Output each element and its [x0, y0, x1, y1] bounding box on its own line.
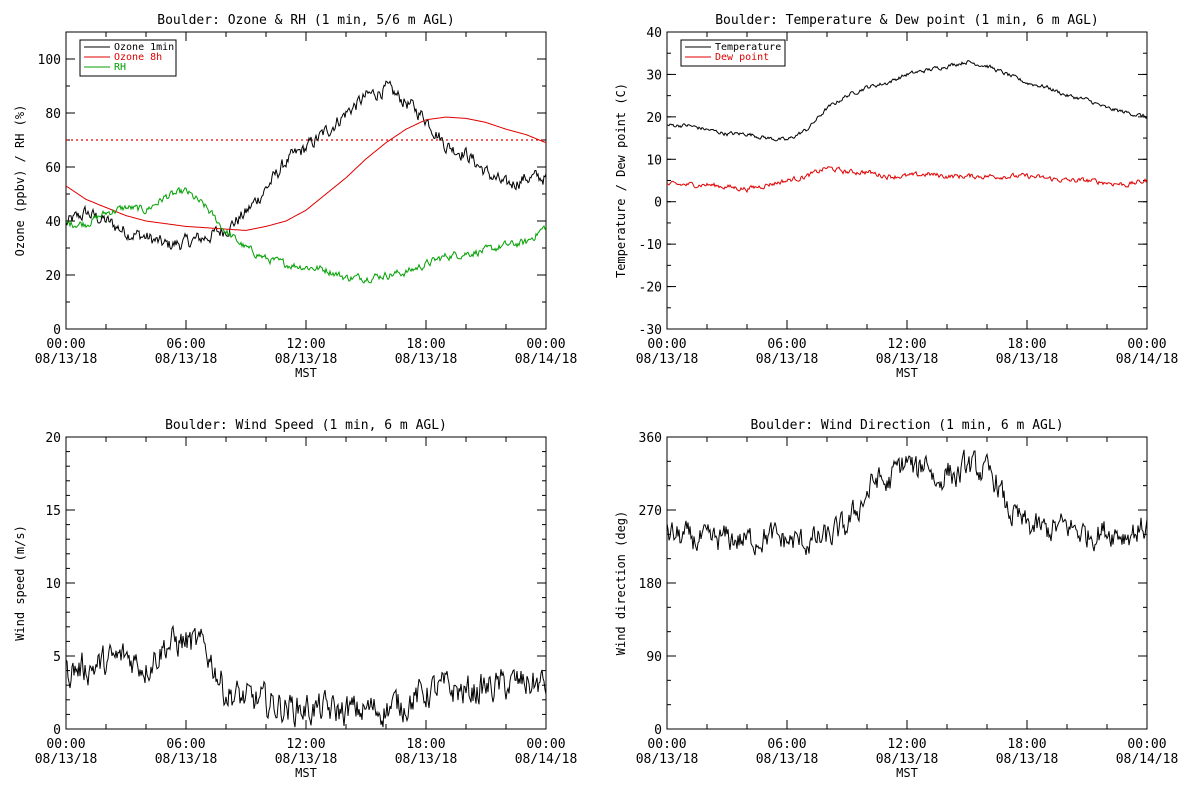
x-tick-label-time: 18:00 [406, 337, 445, 352]
chart-title: Boulder: Temperature & Dew point (1 min,… [715, 13, 1099, 28]
legend-box [79, 39, 177, 77]
plot-frame [65, 31, 547, 330]
y-tick-label: -20 [639, 281, 662, 296]
legend-entry: Ozone 1min [114, 42, 174, 53]
x-tick-label-date: 08/13/18 [275, 352, 338, 367]
chart-panel-2: Boulder: Temperature & Dew point (1 min,… [614, 13, 1178, 380]
series-line-dew-point [667, 166, 1147, 194]
x-tick-label-date: 08/13/18 [636, 752, 699, 767]
y-axis-label: Wind direction (deg) [614, 511, 628, 656]
y-tick-label: 20 [45, 269, 61, 284]
x-tick-label-date: 08/13/18 [395, 752, 458, 767]
y-tick-label: 10 [45, 577, 61, 592]
x-tick-label-time: 06:00 [166, 337, 205, 352]
y-tick-label: 100 [38, 53, 61, 68]
series-line [66, 624, 546, 728]
x-tick-label-date: 08/14/18 [515, 752, 578, 767]
y-tick-label: 0 [654, 723, 662, 738]
x-tick-label-time: 00:00 [526, 737, 565, 752]
chart-panel-3: Boulder: Wind Speed (1 min, 6 m AGL) 00:0… [13, 418, 577, 780]
series-line [667, 449, 1147, 556]
legend-entry: RH [114, 62, 126, 73]
x-tick-label-date: 08/13/18 [756, 352, 819, 367]
x-axis-label: MST [896, 766, 918, 780]
y-tick-label: 10 [646, 153, 662, 168]
x-axis-label: MST [295, 366, 317, 380]
y-tick-label: -30 [639, 323, 662, 338]
x-tick-label-date: 08/13/18 [155, 352, 218, 367]
x-tick-label-time: 18:00 [406, 737, 445, 752]
y-tick-label: 90 [646, 650, 662, 665]
chart-title: Boulder: Wind Direction (1 min, 6 m AGL) [750, 418, 1063, 433]
x-tick-label-time: 00:00 [526, 337, 565, 352]
plot-frame [666, 436, 1148, 730]
legend-box [680, 39, 786, 67]
series-line-rh [66, 186, 546, 284]
y-axis-label: Wind speed (m/s) [13, 525, 27, 641]
x-tick-label-date: 08/13/18 [395, 352, 458, 367]
y-axis-label: Temperature / Dew point (C) [614, 83, 628, 278]
x-tick-label-date: 08/14/18 [1116, 352, 1179, 367]
chart-panel-1: Boulder: Ozone & RH (1 min, 5/6 m AGL)00… [13, 13, 577, 380]
x-axis-label: MST [295, 766, 317, 780]
y-tick-label: 20 [646, 111, 662, 126]
x-tick-label-time: 00:00 [46, 737, 85, 752]
y-tick-label: -10 [639, 238, 662, 253]
x-tick-label-date: 08/13/18 [996, 752, 1059, 767]
x-tick-label-time: 12:00 [887, 737, 926, 752]
legend-entry: Ozone 8h [114, 52, 162, 63]
x-tick-label-date: 08/13/18 [996, 352, 1059, 367]
y-tick-label: 15 [45, 504, 61, 519]
plot-frame [666, 31, 1148, 330]
x-tick-label-date: 08/13/18 [876, 352, 939, 367]
x-axis-label: MST [896, 366, 918, 380]
y-tick-label: 360 [639, 431, 662, 446]
x-tick-label-time: 00:00 [1127, 337, 1166, 352]
x-tick-label-time: 12:00 [286, 337, 325, 352]
x-tick-label-time: 00:00 [647, 337, 686, 352]
y-axis-label: Ozone (ppbv) / RH (%) [13, 105, 27, 257]
y-tick-label: 60 [45, 161, 61, 176]
x-tick-label-time: 12:00 [286, 737, 325, 752]
y-tick-label: 80 [45, 107, 61, 122]
y-tick-label: 5 [53, 650, 61, 665]
x-tick-label-time: 06:00 [166, 737, 205, 752]
series-line-ozone-8h [66, 116, 546, 231]
x-tick-label-time: 00:00 [647, 737, 686, 752]
x-tick-label-date: 08/14/18 [1116, 752, 1179, 767]
chart-panel-4: Boulder: Wind Direction (1 min, 6 m AGL)… [614, 418, 1178, 780]
x-tick-label-time: 06:00 [767, 737, 806, 752]
legend-entry: Dew point [715, 52, 769, 63]
x-tick-label-date: 08/13/18 [155, 752, 218, 767]
x-tick-label-date: 08/13/18 [35, 752, 98, 767]
x-tick-label-date: 08/13/18 [876, 752, 939, 767]
y-tick-label: 270 [639, 504, 662, 519]
x-tick-label-time: 06:00 [767, 337, 806, 352]
x-tick-label-date: 08/14/18 [515, 352, 578, 367]
x-tick-label-time: 18:00 [1007, 737, 1046, 752]
x-tick-label-date: 08/13/18 [275, 752, 338, 767]
y-tick-label: 20 [45, 431, 61, 446]
x-tick-label-date: 08/13/18 [636, 352, 699, 367]
y-tick-label: 180 [639, 577, 662, 592]
x-tick-label-date: 08/13/18 [756, 752, 819, 767]
y-tick-label: 0 [53, 323, 61, 338]
x-tick-label-time: 12:00 [887, 337, 926, 352]
series-line-temperature [667, 60, 1147, 142]
x-tick-label-time: 00:00 [1127, 737, 1166, 752]
legend-entry: Temperature [715, 42, 781, 53]
chart-title: Boulder: Wind Speed (1 min, 6 m AGL) [165, 418, 447, 433]
series-line-ozone-1min [66, 80, 546, 251]
x-tick-label-date: 08/13/18 [35, 352, 98, 367]
x-tick-label-time: 18:00 [1007, 337, 1046, 352]
x-tick-label-time: 00:00 [46, 337, 85, 352]
y-tick-label: 30 [646, 68, 662, 83]
y-tick-label: 40 [646, 26, 662, 41]
y-tick-label: 40 [45, 215, 61, 230]
chart-title: Boulder: Ozone & RH (1 min, 5/6 m AGL) [157, 13, 454, 28]
y-tick-label: 0 [53, 723, 61, 738]
y-tick-label: 0 [654, 196, 662, 211]
